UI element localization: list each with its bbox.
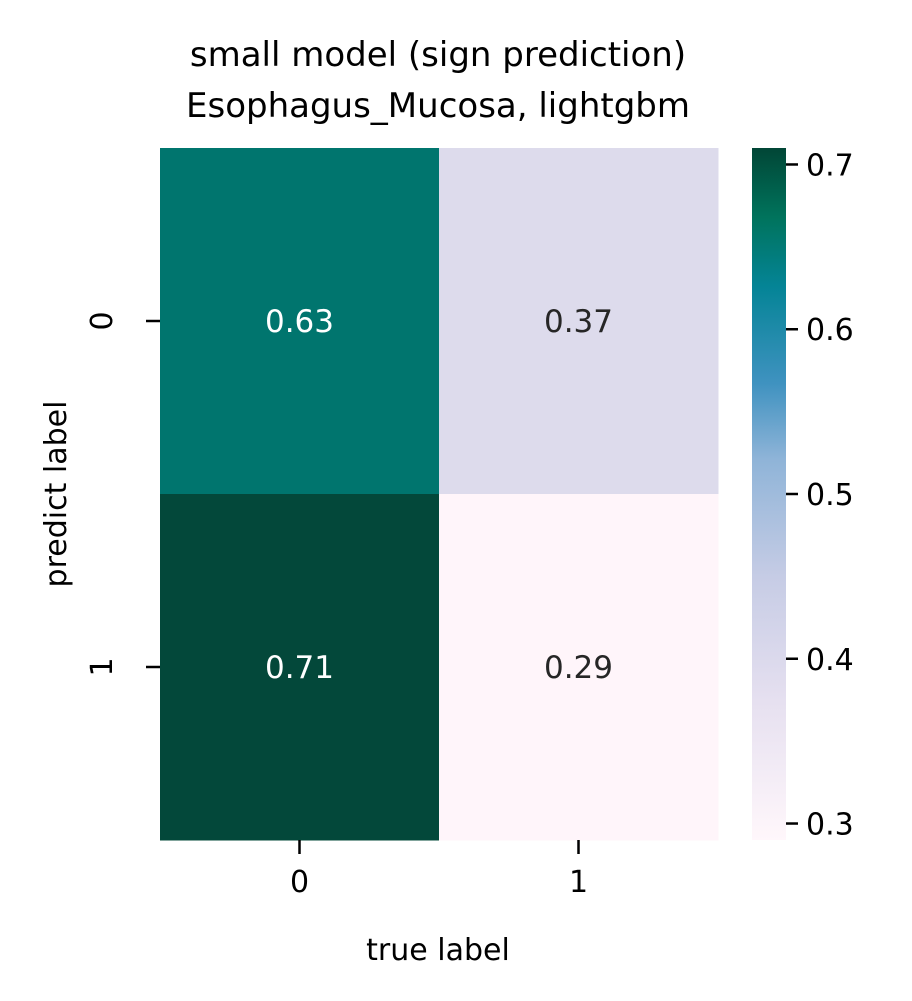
chart-title: small model (sign prediction) [190,35,686,75]
heatmap-cell [439,148,719,495]
colorbar-tick-label: 0.4 [806,643,854,678]
heatmap-cell [160,494,440,841]
y-tick-label: 1 [85,657,120,676]
y-axis: 01 [85,311,160,677]
colorbar [752,148,786,840]
chart-subtitle: Esophagus_Mucosa, lightgbm [186,86,690,126]
x-tick-label: 1 [569,865,588,900]
x-tick-label: 0 [290,865,309,900]
colorbar-axis: 0.3 0.4 0.5 0.6 0.7 [786,148,854,843]
cell-value-label: 0.71 [265,650,334,686]
x-axis-label: true label [366,933,510,968]
colorbar-tick-label: 0.7 [806,148,854,183]
colorbar-tick-label: 0.5 [806,478,854,513]
heatmap-cells: 0.63 0.37 0.71 0.29 [160,148,719,841]
heatmap-cell [439,494,719,841]
cell-value-label: 0.29 [544,650,613,686]
heatmap-cell [160,148,440,495]
colorbar-tick-label: 0.3 [806,808,854,843]
cell-value-label: 0.37 [544,304,613,340]
y-tick-label: 0 [85,311,120,330]
colorbar-tick-label: 0.6 [806,313,854,348]
cell-value-label: 0.63 [265,304,334,340]
y-axis-label: predict label [39,401,74,588]
